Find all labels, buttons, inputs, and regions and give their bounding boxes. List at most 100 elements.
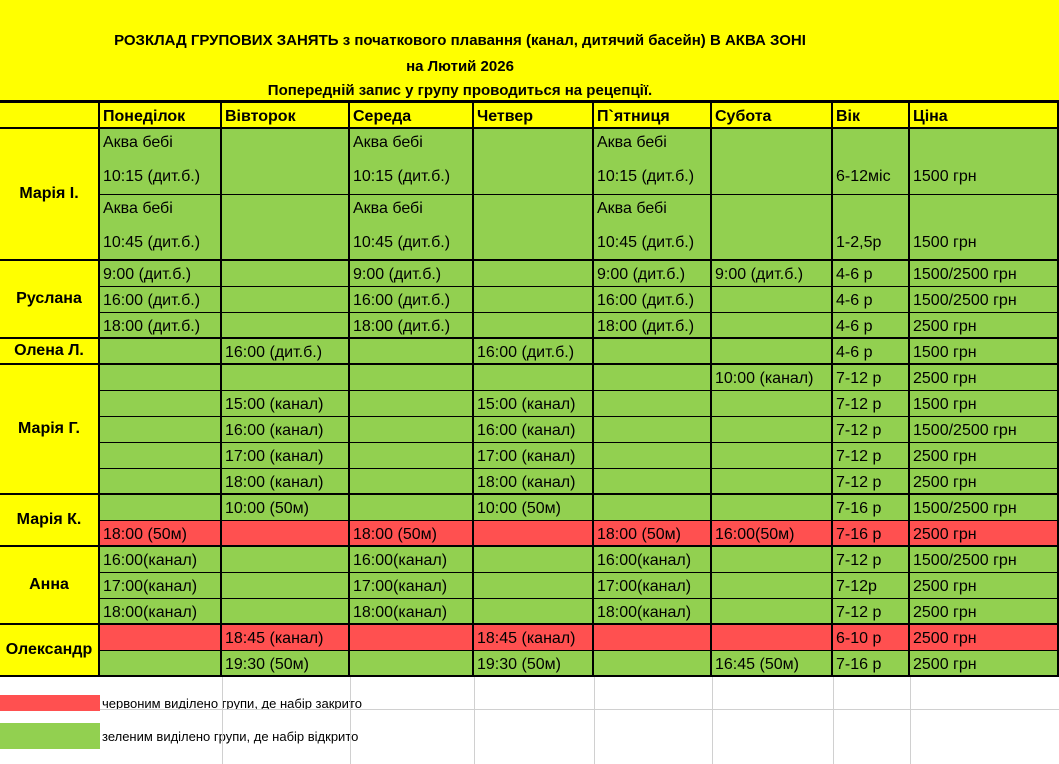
schedule-cell-age: 6-10 р bbox=[833, 625, 910, 651]
schedule-cell-fri bbox=[594, 443, 712, 469]
schedule-cell-age: 7-12р bbox=[833, 573, 910, 599]
schedule-cell-fri bbox=[594, 625, 712, 651]
schedule-cell-tue: 19:30 (50м) bbox=[222, 651, 350, 677]
schedule-cell-wed bbox=[350, 365, 474, 391]
schedule-cell-price: 1500/2500 грн bbox=[910, 261, 1059, 287]
cell-value: 15:00 (канал) bbox=[477, 396, 576, 413]
cell-value: 18:45 (канал) bbox=[477, 630, 576, 647]
schedule-cell-price: 2500 грн bbox=[910, 469, 1059, 495]
schedule-cell-thu bbox=[474, 287, 594, 313]
schedule-cell-tue bbox=[222, 261, 350, 287]
legend-grid-line bbox=[833, 677, 834, 764]
class-name: Аква бебі bbox=[597, 200, 667, 217]
schedule-cell-thu bbox=[474, 129, 594, 195]
schedule-cell-tue bbox=[222, 599, 350, 625]
cell-value: 1500/2500 грн bbox=[913, 266, 1017, 283]
cell-value: 18:00 (канал) bbox=[225, 474, 324, 491]
column-header-label: Середа bbox=[353, 108, 412, 125]
cell-value: 18:00(канал) bbox=[103, 604, 198, 621]
schedule-cell-mon: 16:00 (дит.б.) bbox=[100, 287, 222, 313]
header-banner bbox=[0, 0, 1059, 103]
coach-name: Олена Л. bbox=[0, 339, 100, 365]
schedule-cell-thu: 15:00 (канал) bbox=[474, 391, 594, 417]
schedule-cell-mon: 18:00 (дит.б.) bbox=[100, 313, 222, 339]
cell-value: 7-12 р bbox=[836, 474, 882, 491]
schedule-cell-tue: 15:00 (канал) bbox=[222, 391, 350, 417]
schedule-cell-fri: Аква бебі 10:45 (дит.б.) bbox=[594, 195, 712, 261]
cell-value: 1500 грн bbox=[913, 234, 977, 251]
schedule-cell-sat bbox=[712, 443, 833, 469]
schedule-cell-fri: 16:00(канал) bbox=[594, 547, 712, 573]
schedule-cell-fri: 18:00 (дит.б.) bbox=[594, 313, 712, 339]
schedule-cell-tue bbox=[222, 313, 350, 339]
cell-value: 16:00 (дит.б.) bbox=[353, 292, 451, 309]
cell-value: 2500 грн bbox=[913, 526, 977, 543]
cell-value: 7-12 р bbox=[836, 552, 882, 569]
schedule-cell-price: 2500 грн bbox=[910, 313, 1059, 339]
cell-value: 9:00 (дит.б.) bbox=[103, 266, 192, 283]
schedule-cell-price: 1500 грн bbox=[910, 129, 1059, 195]
cell-value: 4-6 р bbox=[836, 292, 873, 309]
cell-value: 18:00 (50м) bbox=[103, 526, 187, 543]
schedule-cell-mon: 18:00(канал) bbox=[100, 599, 222, 625]
cell-value: 4-6 р bbox=[836, 266, 873, 283]
schedule-cell-wed: Аква бебі 10:45 (дит.б.) bbox=[350, 195, 474, 261]
cell-value: 18:45 (канал) bbox=[225, 630, 324, 647]
legend-closed-text: червоним виділено групи, де набір закрит… bbox=[102, 696, 362, 709]
schedule-cell-tue bbox=[222, 521, 350, 547]
schedule-cell-thu: 10:00 (50м) bbox=[474, 495, 594, 521]
cell-value: 1500/2500 грн bbox=[913, 500, 1017, 517]
schedule-cell-fri bbox=[594, 365, 712, 391]
cell-value: 2500 грн bbox=[913, 448, 977, 465]
schedule-cell-age: 4-6 р bbox=[833, 287, 910, 313]
schedule-cell-price: 2500 грн bbox=[910, 599, 1059, 625]
cell-value: 10:00 (50м) bbox=[225, 500, 309, 517]
schedule-cell-fri bbox=[594, 495, 712, 521]
class-time: 10:45 (дит.б.) bbox=[103, 234, 201, 251]
cell-value: 1500 грн bbox=[913, 344, 977, 361]
cell-value: 1500/2500 грн bbox=[913, 292, 1017, 309]
schedule-cell-mon bbox=[100, 469, 222, 495]
schedule-cell-age: 7-12 р bbox=[833, 417, 910, 443]
cell-value: 2500 грн bbox=[913, 630, 977, 647]
schedule-cell-mon: Аква бебі 10:15 (дит.б.) bbox=[100, 129, 222, 195]
schedule-cell-price: 2500 грн bbox=[910, 521, 1059, 547]
cell-value: 1500 грн bbox=[913, 396, 977, 413]
schedule-cell-age: 7-16 р bbox=[833, 521, 910, 547]
schedule-cell-wed bbox=[350, 625, 474, 651]
schedule-cell-tue bbox=[222, 195, 350, 261]
cell-value: 7-12 р bbox=[836, 396, 882, 413]
corner-cell bbox=[0, 103, 100, 129]
schedule-cell-tue: 18:00 (канал) bbox=[222, 469, 350, 495]
schedule-cell-age: 7-12 р bbox=[833, 469, 910, 495]
schedule-cell-wed bbox=[350, 417, 474, 443]
schedule-cell-wed: 18:00(канал) bbox=[350, 599, 474, 625]
schedule-cell-price: 1500 грн bbox=[910, 391, 1059, 417]
schedule-cell-mon: 16:00(канал) bbox=[100, 547, 222, 573]
cell-value: 7-12 р bbox=[836, 370, 882, 387]
schedule-cell-age: 7-12 р bbox=[833, 365, 910, 391]
schedule-cell-price: 2500 грн bbox=[910, 443, 1059, 469]
schedule-cell-tue bbox=[222, 129, 350, 195]
schedule-cell-sat: 9:00 (дит.б.) bbox=[712, 261, 833, 287]
schedule-cell-price: 1500 грн bbox=[910, 339, 1059, 365]
column-header-label: Вівторок bbox=[225, 108, 296, 125]
cell-value: 9:00 (дит.б.) bbox=[597, 266, 686, 283]
schedule-cell-wed bbox=[350, 469, 474, 495]
schedule-cell-tue bbox=[222, 287, 350, 313]
schedule-cell-fri bbox=[594, 339, 712, 365]
schedule-cell-sat bbox=[712, 495, 833, 521]
class-name: Аква бебі bbox=[353, 200, 423, 217]
schedule-cell-price: 2500 грн bbox=[910, 651, 1059, 677]
booking-note: Попередній запис у групу проводиться на … bbox=[267, 82, 653, 99]
schedule-cell-age: 7-12 р bbox=[833, 599, 910, 625]
cell-value: 16:45 (50м) bbox=[715, 656, 799, 673]
schedule-cell-wed bbox=[350, 651, 474, 677]
class-name: Аква бебі bbox=[103, 134, 173, 151]
coach-name: Марія І. bbox=[0, 129, 100, 261]
coach-name-label: Олена Л. bbox=[14, 342, 84, 359]
cell-value: 17:00(канал) bbox=[597, 578, 692, 595]
schedule-cell-price: 2500 грн bbox=[910, 573, 1059, 599]
legend-grid-line bbox=[474, 677, 475, 764]
column-header-thu: Четвер bbox=[474, 103, 594, 129]
